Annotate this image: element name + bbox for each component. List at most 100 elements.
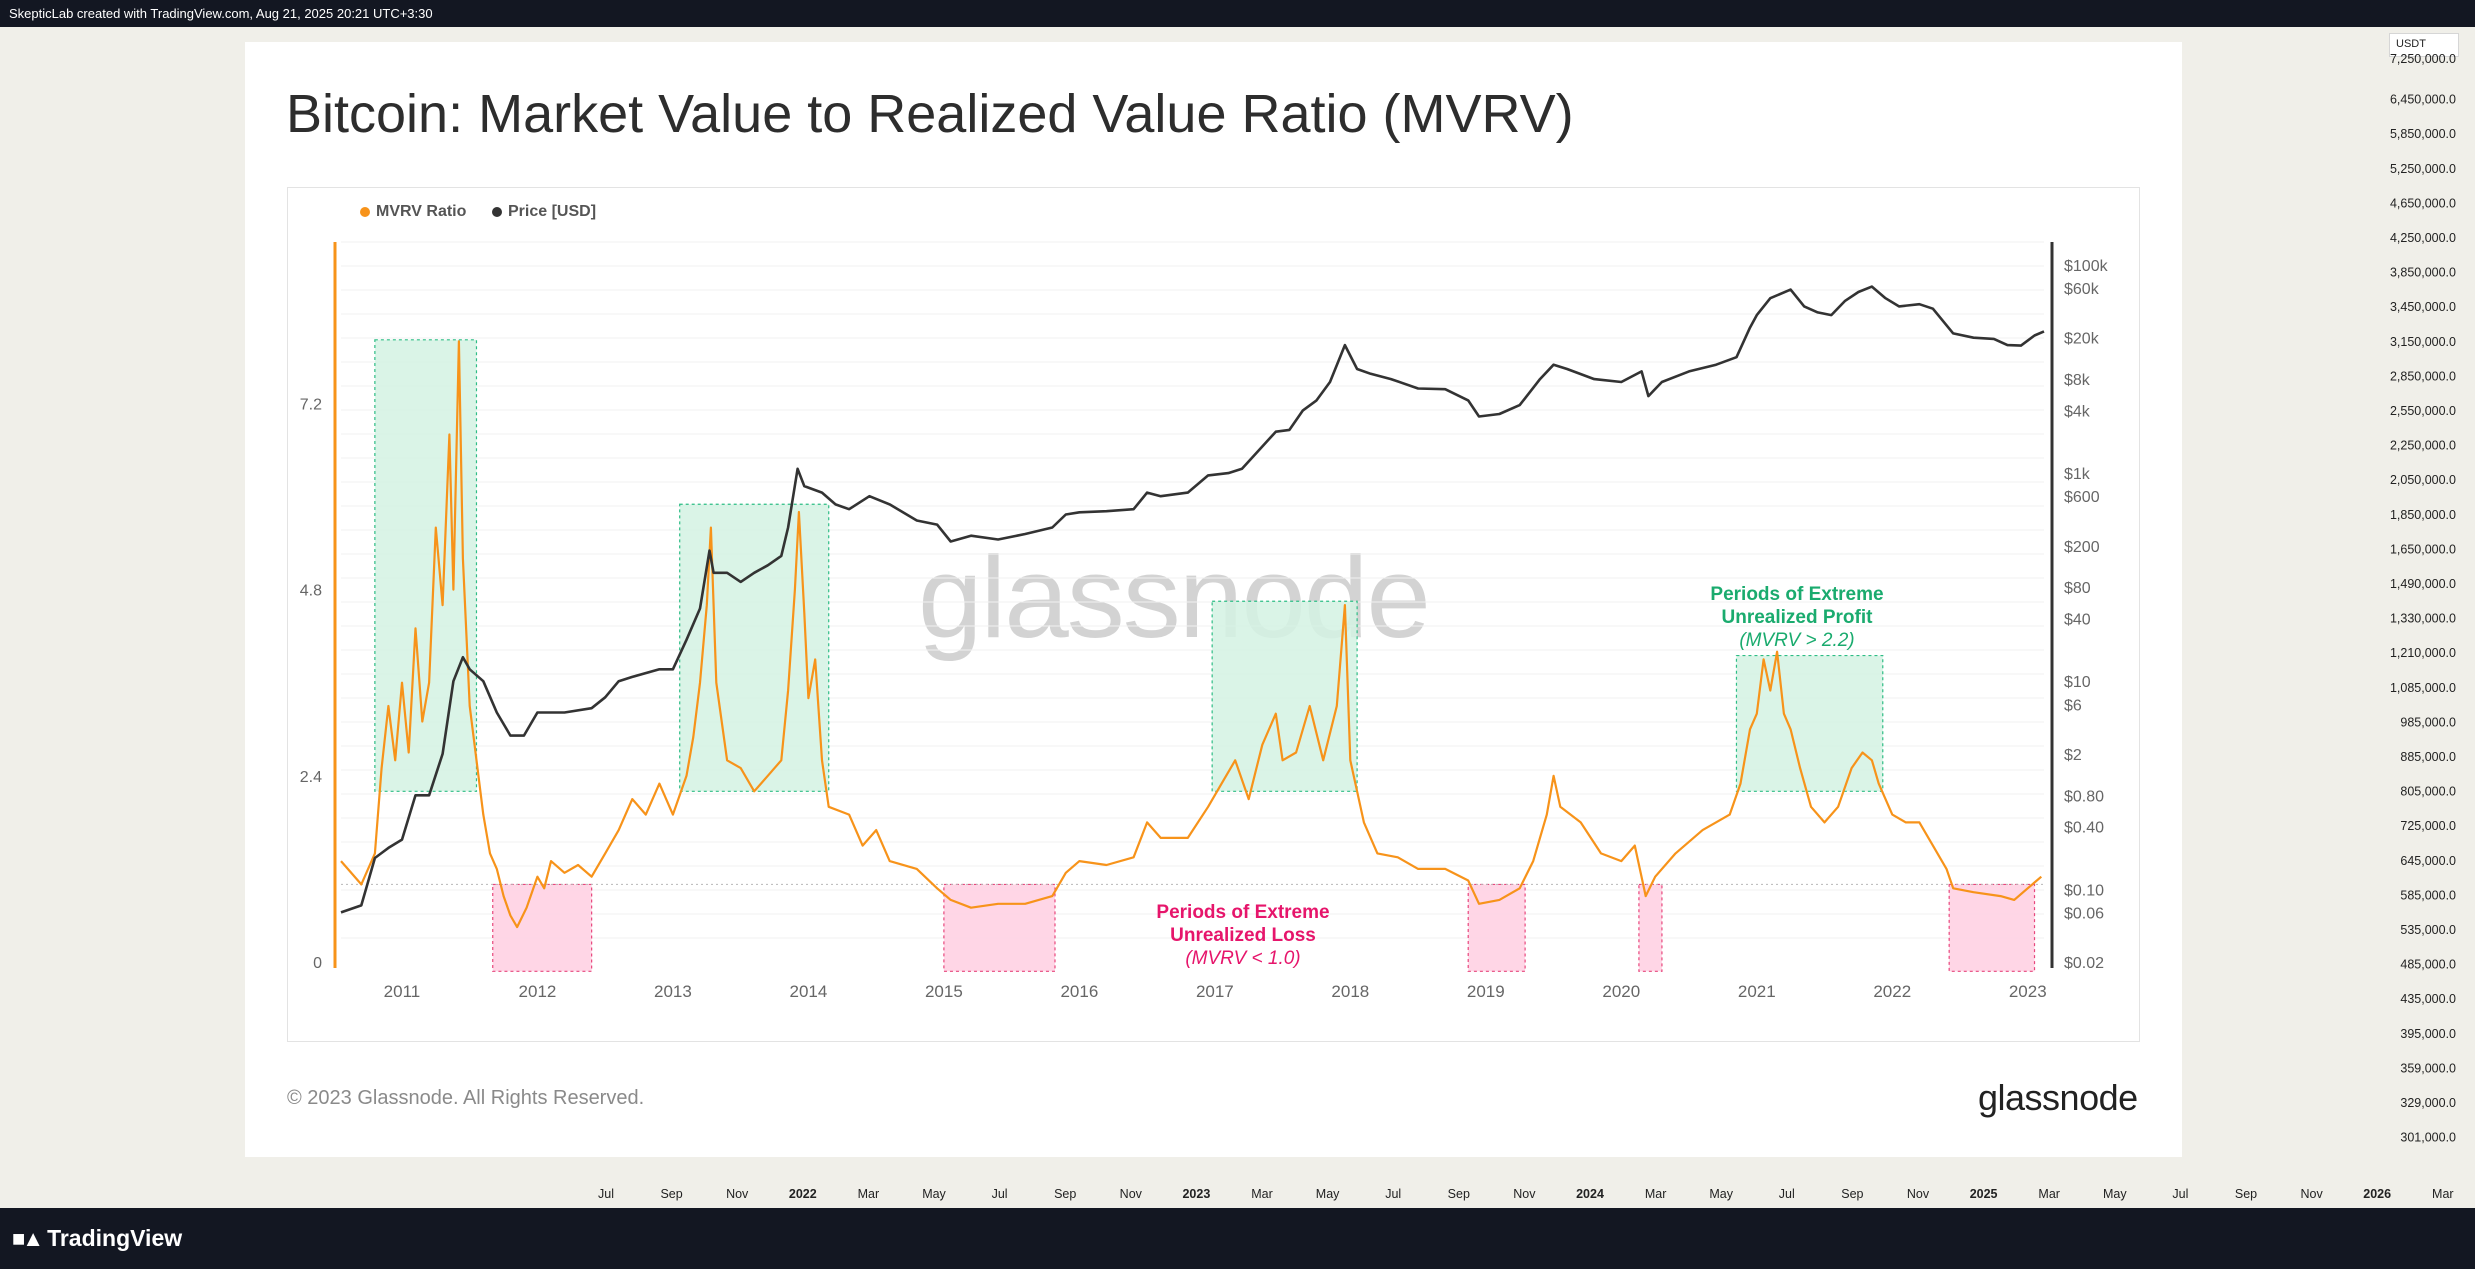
x-tick-label: 2018 (1331, 982, 1369, 1001)
legend-item-price[interactable]: Price [USD] (492, 203, 596, 221)
tv-time-tick: Nov (1907, 1187, 1930, 1201)
x-tick-label: 2014 (789, 982, 827, 1001)
tv-time-tick: 2025 (1970, 1187, 1998, 1201)
tv-time-tick: Sep (2235, 1187, 2257, 1201)
glassnode-logo: glassnode (1978, 1077, 2138, 1118)
tv-time-tick: Nov (1513, 1187, 1536, 1201)
tv-time-tick: Nov (1120, 1187, 1143, 1201)
y-left-tick-label: 4.8 (300, 583, 322, 600)
tv-time-tick: Mar (2038, 1187, 2060, 1201)
chart-frame (287, 187, 2140, 1042)
tv-price-tick: 1,210,000.0 (2390, 646, 2456, 660)
tradingview-axes: 6,450,000.0 5,850,000.0 5,250,000.0 4,650,0… (598, 52, 2456, 1201)
tv-price-tick: 3,850,000.0 (2390, 266, 2456, 280)
x-tick-label: 2016 (1060, 982, 1098, 1001)
tradingview-logo-icon: ■▲ (12, 1225, 44, 1251)
series-lines (340, 285, 2045, 929)
profit-annotation-line1: Periods of Extreme (1710, 584, 1883, 605)
tv-time-tick: Sep (660, 1187, 682, 1201)
loss-zone (1638, 883, 1663, 972)
loss-annotation-line3: (MVRV < 1.0) (1185, 948, 1300, 969)
tv-price-tick: 301,000.0 (2400, 1131, 2456, 1145)
legend-label-mvrv: MVRV Ratio (376, 203, 467, 220)
tv-price-tick: 2,050,000.0 (2390, 473, 2456, 487)
tv-time-tick: Mar (2432, 1187, 2454, 1201)
tradingview-footer (0, 1208, 2475, 1269)
chart-axes (333, 242, 2054, 968)
y-right-tick-label: $4k (2064, 403, 2091, 420)
tv-time-tick: May (2103, 1187, 2127, 1201)
tv-time-tick: Mar (858, 1187, 880, 1201)
dark-dot-icon (492, 207, 502, 217)
tv-time-tick: Sep (1054, 1187, 1076, 1201)
y-left-tick-label: 7.2 (300, 396, 322, 413)
y-right-tick-label: $600 (2064, 489, 2100, 506)
tv-price-tick: 1,085,000.0 (2390, 681, 2456, 695)
tv-time-tick: Jul (1779, 1187, 1795, 1201)
y-right-tick-label: $1k (2064, 466, 2091, 483)
tv-price-tick: 985,000.0 (2400, 715, 2456, 729)
y-right-tick-label: $6 (2064, 697, 2082, 714)
tick-labels: 2011 2012 2013 2014 2015 2016 2017 2018 2019 2020… (300, 258, 2109, 1001)
copyright-text: © 2023 Glassnode. All Rights Reserved. (287, 1087, 645, 1109)
y-right-tick-label: $0.80 (2064, 788, 2104, 805)
tv-price-tick: 6,450,000.0 (2390, 93, 2456, 107)
tv-price-tick: 1,490,000.0 (2390, 577, 2456, 591)
legend-item-mvrv[interactable]: MVRV Ratio (360, 203, 466, 221)
y-right-tick-label: $10 (2064, 674, 2091, 691)
loss-annotation-line1: Periods of Extreme (1156, 902, 1329, 923)
loss-zone (1948, 883, 2036, 972)
tv-time-tick: 2023 (1182, 1187, 1210, 1201)
tv-price-tick: 7,250,000.0 (2390, 52, 2456, 66)
tv-price-tick: 4,650,000.0 (2390, 196, 2456, 210)
tv-time-tick: Sep (1448, 1187, 1470, 1201)
highlight-zones (374, 339, 2036, 972)
x-tick-label: 2015 (925, 982, 963, 1001)
tv-price-tick: 2,850,000.0 (2390, 369, 2456, 383)
tv-price-tick: 2,550,000.0 (2390, 404, 2456, 418)
tv-time-tick: Jul (1385, 1187, 1401, 1201)
tv-time-tick: May (1709, 1187, 1733, 1201)
y-right-tick-label: $20k (2064, 331, 2100, 348)
tv-price-tick: 645,000.0 (2400, 854, 2456, 868)
tv-price-tick: 885,000.0 (2400, 750, 2456, 764)
x-tick-label: 2023 (2009, 982, 2047, 1001)
tv-time-tick: 2026 (2363, 1187, 2391, 1201)
tv-time-tick: Nov (2300, 1187, 2323, 1201)
profit-zone (679, 503, 830, 792)
tv-time-tick: Jul (992, 1187, 1008, 1201)
currency-badge[interactable]: USDT (2389, 33, 2459, 57)
x-tick-label: 2019 (1467, 982, 1505, 1001)
x-tick-label: 2011 (384, 982, 421, 1001)
y-right-tick-label: $0.10 (2064, 882, 2104, 899)
y-right-tick-label: $80 (2064, 580, 2091, 597)
page-title: Bitcoin: Market Value to Realized Value … (286, 84, 1574, 144)
tv-time-tick: Sep (1841, 1187, 1863, 1201)
y-right-tick-label: $0.02 (2064, 955, 2104, 972)
tv-time-tick: 2024 (1576, 1187, 1604, 1201)
y-right-tick-label: $40 (2064, 612, 2091, 629)
tv-price-tick: 3,450,000.0 (2390, 300, 2456, 314)
y-right-tick-label: $200 (2064, 539, 2100, 556)
y-right-tick-label: $2 (2064, 747, 2082, 764)
tv-price-tick: 535,000.0 (2400, 923, 2456, 937)
tv-price-tick: 5,850,000.0 (2390, 127, 2456, 141)
tradingview-logo[interactable]: ■▲ TradingView (12, 1225, 182, 1252)
tv-price-tick: 435,000.0 (2400, 992, 2456, 1006)
tv-price-tick: 2,250,000.0 (2390, 439, 2456, 453)
tv-price-tick: 805,000.0 (2400, 785, 2456, 799)
loss-zone (943, 883, 1056, 972)
tv-price-tick: 1,330,000.0 (2390, 612, 2456, 626)
y-right-tick-label: $100k (2064, 258, 2109, 275)
tv-time-tick: Jul (598, 1187, 614, 1201)
tradingview-topbar: SkepticLab created with TradingView.com,… (0, 0, 2475, 27)
y-right-tick-label: $60k (2064, 281, 2100, 298)
x-tick-label: 2017 (1196, 982, 1234, 1001)
tv-price-tick: 485,000.0 (2400, 958, 2456, 972)
tv-time-tick: May (1316, 1187, 1340, 1201)
tv-price-tick: 725,000.0 (2400, 819, 2456, 833)
tv-price-tick: 329,000.0 (2400, 1096, 2456, 1110)
x-tick-label: 2021 (1738, 982, 1776, 1001)
tradingview-logo-text: TradingView (47, 1225, 183, 1251)
